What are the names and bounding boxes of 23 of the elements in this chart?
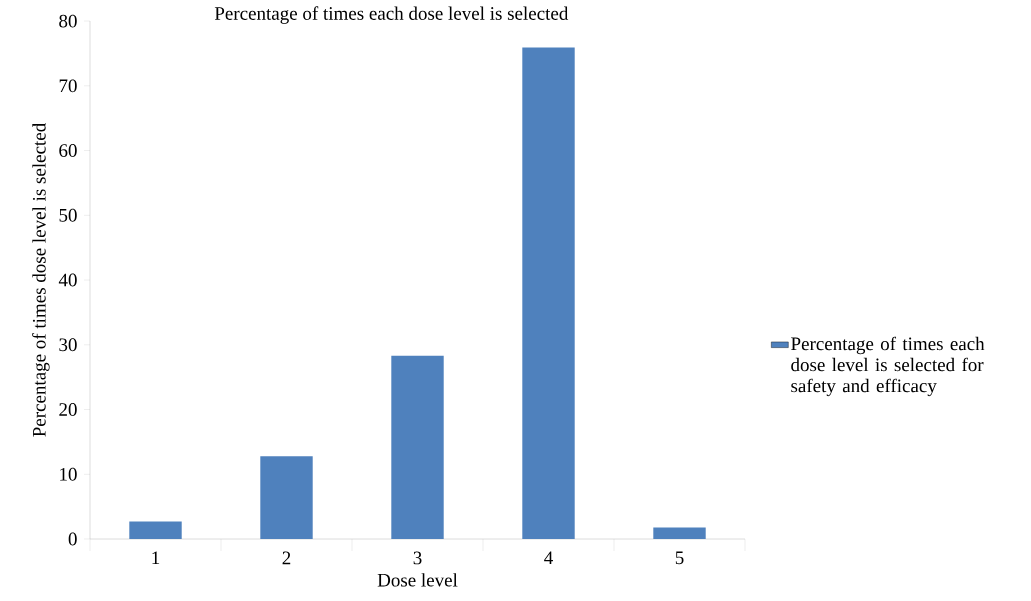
bar	[522, 47, 575, 540]
y-tick-label: 40	[58, 273, 77, 287]
y-tick-label: 70	[59, 79, 77, 93]
y-tick-label: 20	[59, 403, 77, 416]
y-tick-label: 30	[59, 338, 77, 352]
y-tick-label: 10	[60, 467, 77, 481]
legend-label: Percentage of times each dose level is selected for safety and efficacy	[791, 336, 985, 397]
x-tick-label: 1	[152, 551, 160, 565]
chart-title: Percentage of times each dose level is selected	[214, 6, 569, 24]
bar	[653, 527, 706, 540]
y-tick-label: 50	[59, 208, 77, 222]
x-tick-label: 4	[544, 551, 553, 565]
x-tick-label: 5	[675, 551, 684, 565]
bar	[129, 521, 182, 540]
x-tick-label: 2	[282, 551, 291, 565]
y-tick-label: 60	[59, 144, 77, 157]
bar	[260, 456, 313, 540]
y-tick-label: 0	[68, 532, 77, 546]
y-tick-label: 80	[59, 14, 77, 28]
bar	[391, 355, 444, 540]
x-axis-title: Dose level	[377, 573, 458, 587]
y-axis-title: Percentage of times dose level is selected	[32, 123, 50, 437]
x-tick-label: 3	[413, 551, 422, 565]
